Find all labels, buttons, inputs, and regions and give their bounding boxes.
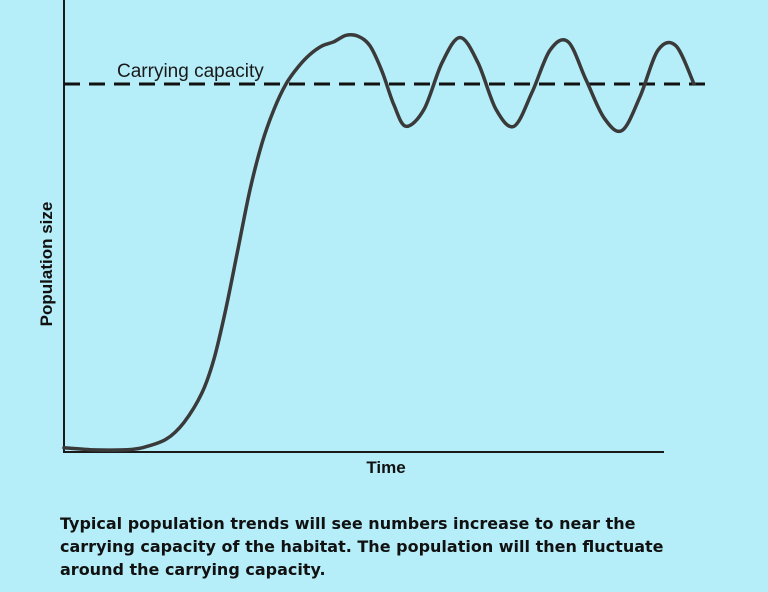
chart-caption: Typical population trends will see numbe… xyxy=(60,514,664,579)
y-axis-title: Population size xyxy=(37,202,56,327)
data-points xyxy=(63,34,696,452)
population-chart: Carrying capacity Time Population size xyxy=(37,0,706,477)
carrying-capacity-label: Carrying capacity xyxy=(117,61,264,82)
population-curve xyxy=(62,32,696,452)
x-axis-title: Time xyxy=(366,458,405,477)
